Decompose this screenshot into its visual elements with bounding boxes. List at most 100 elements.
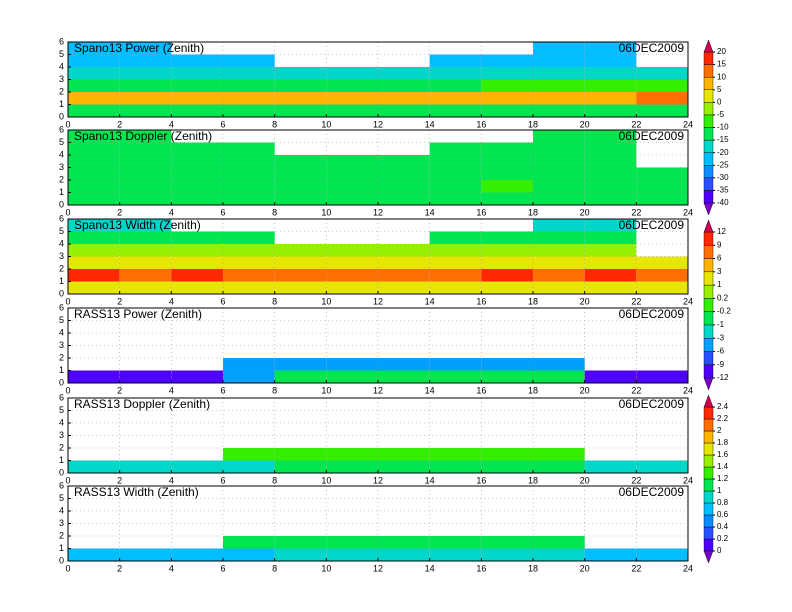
x-tick-label: 14 — [425, 207, 435, 217]
y-tick-label: 1 — [59, 543, 64, 553]
heat-cell — [223, 142, 275, 155]
y-tick-label: 3 — [59, 340, 64, 350]
heat-cell — [481, 536, 533, 549]
y-tick-label: 5 — [59, 49, 64, 59]
x-tick-label: 10 — [321, 475, 331, 485]
y-tick-label: 3 — [59, 518, 64, 528]
y-tick-label: 6 — [59, 302, 64, 312]
heat-cell — [223, 244, 275, 257]
x-tick-label: 4 — [169, 475, 174, 485]
heat-cell — [274, 460, 327, 473]
colorbar-segment — [703, 514, 714, 528]
colorbar-segment — [703, 271, 714, 286]
y-tick-label: 1 — [59, 276, 64, 286]
colorbar-low — [703, 202, 714, 216]
heat-cell — [274, 192, 327, 205]
x-tick-label: 22 — [631, 296, 641, 306]
heat-cell — [636, 67, 688, 80]
heat-cell — [68, 104, 120, 117]
heat-cell — [378, 244, 430, 257]
heat-cell — [326, 460, 378, 473]
heat-cell — [274, 370, 327, 383]
heat-cell — [481, 256, 533, 269]
y-tick-label: 1 — [59, 365, 64, 375]
colorbar-label: 0.8 — [717, 498, 729, 507]
heat-cell — [119, 269, 172, 282]
heat-cell — [223, 180, 275, 193]
x-tick-label: 2 — [117, 385, 122, 395]
y-tick-label: 6 — [59, 124, 64, 134]
colorbar-label: 9 — [717, 240, 722, 249]
x-tick-label: 2 — [117, 296, 122, 306]
heat-cell — [223, 370, 275, 383]
y-tick-label: 5 — [59, 493, 64, 503]
heat-cell — [636, 180, 688, 193]
heat-cell — [533, 448, 585, 461]
heat-cell — [171, 192, 223, 205]
heat-cell — [119, 256, 172, 269]
y-tick-label: 4 — [59, 61, 64, 71]
heat-cell — [223, 155, 275, 168]
x-tick-label: 22 — [631, 119, 641, 129]
panel-title: RASS13 Width (Zenith) — [74, 485, 199, 499]
heat-cell — [533, 42, 585, 55]
heat-cell — [429, 358, 482, 371]
heat-cell — [533, 548, 585, 561]
heat-cell — [119, 192, 172, 205]
heat-cell — [326, 244, 378, 257]
x-tick-label: 0 — [65, 385, 70, 395]
panel-date: 06DEC2009 — [619, 485, 685, 499]
colorbar-label: 0 — [717, 546, 722, 555]
heat-cell — [68, 92, 120, 105]
y-tick-label: 4 — [59, 149, 64, 159]
colorbar-segment — [703, 127, 714, 141]
x-tick-label: 4 — [169, 296, 174, 306]
heat-cell — [119, 130, 172, 143]
y-tick-label: 5 — [59, 137, 64, 147]
x-tick-label: 24 — [683, 207, 693, 217]
colorbar-label: 12 — [717, 227, 726, 236]
x-tick-label: 4 — [169, 119, 174, 129]
colorbar-segment — [703, 89, 714, 103]
heat-cell — [378, 192, 430, 205]
heat-cell — [584, 130, 637, 143]
heat-cell — [223, 536, 275, 549]
heat-cell — [68, 54, 120, 67]
y-tick-label: 4 — [59, 505, 64, 515]
heat-cell — [481, 54, 533, 67]
heat-cell — [223, 104, 275, 117]
heat-cell — [326, 256, 378, 269]
x-tick-label: 16 — [476, 475, 486, 485]
x-tick-label: 8 — [272, 207, 277, 217]
heat-cell — [68, 130, 120, 143]
heat-cell — [533, 358, 585, 371]
colorbar-segment — [703, 466, 714, 480]
y-tick-label: 2 — [59, 86, 64, 96]
heat-cell — [68, 231, 120, 244]
heat-cell — [481, 79, 533, 92]
x-tick-label: 20 — [580, 563, 590, 573]
colorbar-high — [703, 39, 714, 53]
heat-cell — [171, 269, 223, 282]
heat-cell — [326, 155, 378, 168]
heat-cell — [68, 67, 120, 80]
heat-cell — [68, 155, 120, 168]
heat-cell — [326, 269, 378, 282]
heat-cell — [481, 358, 533, 371]
heat-cell — [636, 79, 688, 92]
heat-cell — [533, 142, 585, 155]
y-tick-label: 1 — [59, 187, 64, 197]
panel-title: Spano13 Power (Zenith) — [74, 41, 204, 55]
heat-cell — [584, 180, 637, 193]
heat-cell — [533, 67, 585, 80]
x-tick-label: 20 — [580, 207, 590, 217]
heat-cell — [584, 104, 637, 117]
x-tick-label: 18 — [528, 563, 538, 573]
x-tick-label: 12 — [373, 207, 383, 217]
colorbar-label: -20 — [717, 148, 729, 157]
x-tick-label: 10 — [321, 207, 331, 217]
heat-cell — [171, 92, 223, 105]
heat-cell — [481, 167, 533, 180]
heat-cell — [378, 536, 430, 549]
heat-cell — [481, 448, 533, 461]
